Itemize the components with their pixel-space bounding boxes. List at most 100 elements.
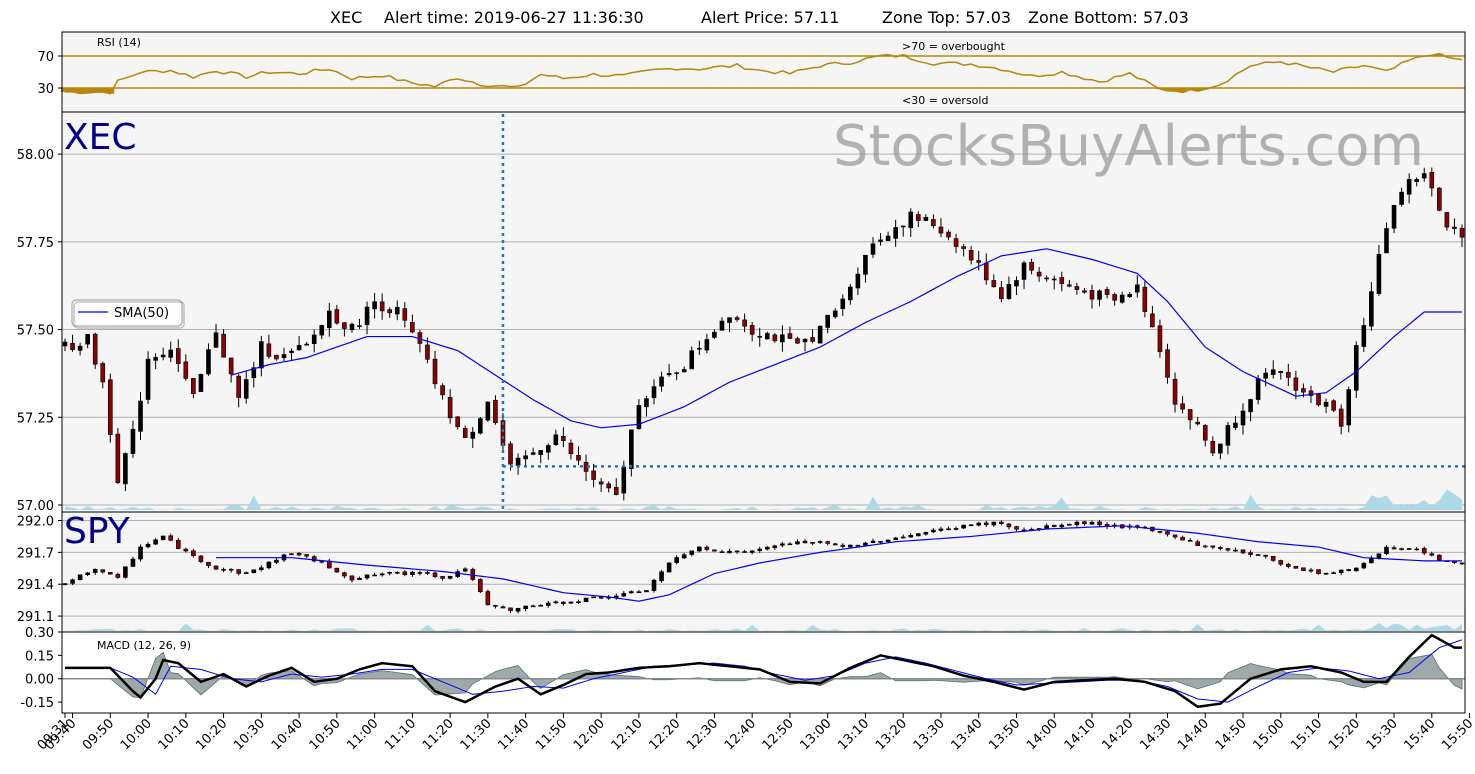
spy-candle-body (447, 575, 453, 579)
spy-candle-body (108, 572, 113, 575)
xec-candle-body (1346, 389, 1352, 426)
spy-candle-body (485, 591, 491, 606)
xec-candle-body (311, 334, 317, 345)
spy-candle-body (198, 555, 204, 562)
spy-candle-body (636, 591, 642, 594)
spy-candle-body (878, 541, 883, 543)
xec-candle-body (138, 400, 143, 432)
spy-candle (470, 567, 476, 582)
xec-candle (666, 363, 672, 377)
xec-candle (228, 357, 234, 383)
spy-candle-body (1187, 540, 1193, 542)
x-tick-label: 11:10 (382, 716, 419, 753)
spy-candle (848, 544, 853, 548)
xec-candle (1029, 258, 1034, 275)
x-tick-label: 14:20 (1099, 716, 1136, 753)
xec-candle-body (787, 333, 793, 339)
spy-candle-body (553, 601, 559, 604)
xec-candle (77, 342, 83, 356)
spy-candle-body (1067, 523, 1072, 526)
xec-candle (387, 307, 393, 318)
xec-candle-body (115, 433, 121, 484)
xec-candle-body (1142, 286, 1148, 312)
xec-candle-body (326, 310, 332, 329)
xec-candle-body (719, 320, 725, 331)
xec-candle-body (440, 385, 445, 396)
x-tick-label: 15:20 (1326, 716, 1363, 753)
spy-candle-body (825, 541, 830, 544)
xec-candle (1210, 436, 1216, 457)
spy-candle (727, 548, 732, 554)
xec-candle (1293, 370, 1299, 400)
spy-candle-body (832, 543, 838, 546)
spy-candle-body (1180, 536, 1185, 541)
xec-candle-body (289, 350, 294, 353)
spy-candle (1414, 547, 1419, 551)
spy-candle (130, 556, 136, 568)
xec-candle-body (1452, 226, 1457, 229)
xec-candle-body (1172, 379, 1178, 405)
spy-candle (1323, 572, 1329, 575)
spy-candle (855, 544, 861, 547)
xec-candle-body (681, 369, 687, 373)
xec-candle-body (1444, 212, 1450, 228)
spy-candle-body (1308, 569, 1314, 572)
spy-candle-body (478, 578, 483, 592)
xec-candle-body (704, 339, 710, 351)
xec-candle (1353, 341, 1359, 398)
spy-candle-body (259, 567, 264, 571)
xec-candle-body (364, 306, 370, 326)
xec-candle (787, 326, 793, 339)
xec-candle-body (1089, 290, 1095, 300)
xec-candle-body (644, 398, 649, 408)
xec-candle-body (334, 309, 340, 324)
xec-candle (530, 447, 536, 456)
spy-candle (764, 546, 770, 551)
spy-candle (787, 542, 793, 546)
spy-candle (387, 571, 393, 576)
spy-candle-body (848, 544, 853, 548)
spy-candle-body (1421, 548, 1427, 554)
xec-candle (319, 324, 325, 340)
xec-candle (1338, 404, 1344, 435)
xec-candle-body (832, 310, 838, 318)
xec-candle-body (198, 374, 204, 392)
spy-candle (364, 574, 370, 580)
xec-candle-body (236, 375, 241, 398)
spy-candle (968, 524, 974, 527)
xec-candle-body (893, 227, 898, 239)
spy-candle (772, 544, 778, 550)
xec-candle (1316, 394, 1321, 407)
spy-candle-body (681, 554, 687, 559)
spy-candle-body (1437, 554, 1442, 561)
rsi-ytick-label: 30 (37, 82, 54, 97)
xec-candle (1248, 398, 1253, 422)
xec-candle (931, 214, 936, 229)
xec-candle (130, 420, 136, 458)
x-tick-label: 11:20 (420, 716, 457, 753)
xec-candle-body (538, 450, 544, 455)
spy-candle (1248, 550, 1253, 557)
spy-candle-body (689, 550, 695, 555)
xec-candle-body (1248, 399, 1253, 413)
spy-candle-body (130, 558, 136, 567)
spy-candle-body (372, 574, 377, 577)
xec-candle-body (508, 443, 513, 465)
macd-panel: 0.30 0.15 0.00 -0.15 (20, 626, 1465, 711)
xec-candle-body (213, 332, 219, 348)
spy-candle (1270, 555, 1276, 562)
x-tick-label: 10:10 (156, 716, 193, 753)
xec-candle-body (123, 453, 128, 485)
xec-candle (145, 351, 151, 405)
spy-candle (712, 549, 717, 552)
x-tick-label: 12:40 (722, 716, 759, 753)
xec-candle-body (1067, 284, 1072, 287)
xec-candle-body (1323, 401, 1329, 407)
spy-candle-body (787, 543, 793, 546)
macd-histogram (65, 651, 1463, 699)
xec-candle-body (689, 350, 695, 370)
x-tick-label: 14:00 (1024, 716, 1061, 753)
x-tick-label: 13:20 (873, 716, 910, 753)
xec-candle-body (1202, 425, 1208, 441)
title-alert-time: Alert time: 2019-06-27 11:36:30 (384, 8, 644, 27)
